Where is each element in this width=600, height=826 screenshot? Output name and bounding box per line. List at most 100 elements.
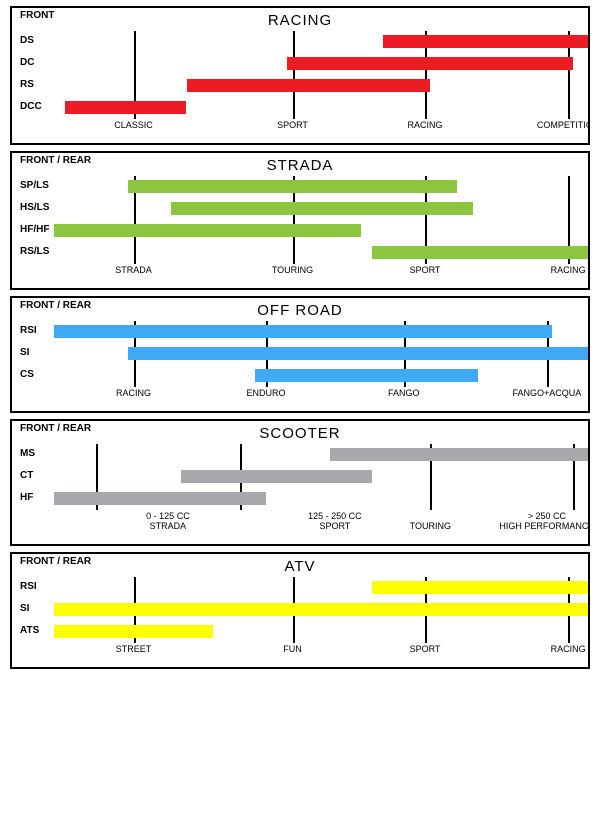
chart-area: MS CT HF0 - 125 CCSTRADA 125 - 250 CCSPORT … bbox=[12, 444, 588, 538]
row-plot bbox=[54, 343, 584, 365]
row-label: CS bbox=[20, 369, 54, 380]
row-plot bbox=[54, 599, 584, 621]
panel-header: FRONT / REAR bbox=[20, 556, 91, 567]
panel-title: OFF ROAD bbox=[12, 302, 588, 319]
chart-row: HS/LS bbox=[12, 198, 588, 220]
x-label: RACING bbox=[407, 121, 442, 131]
bar bbox=[372, 246, 590, 259]
chart-row: SI bbox=[12, 599, 588, 621]
x-label: FANGO+ACQUA bbox=[513, 389, 582, 399]
row-plot bbox=[54, 444, 584, 466]
x-label: SPORT bbox=[410, 266, 441, 276]
chart-area: RSI SI ATS STREET FUN SPORT RACING bbox=[12, 577, 588, 661]
row-plot bbox=[54, 75, 584, 97]
chart-row: CT bbox=[12, 466, 588, 488]
chart-row: DCC bbox=[12, 97, 588, 119]
bar bbox=[128, 347, 590, 360]
panel-header: FRONT / REAR bbox=[20, 300, 91, 311]
chart-area: DS DC RSDCC CLASSIC SPORT RACING COMPETITION bbox=[12, 31, 588, 137]
chart-row: HF/HF bbox=[12, 220, 588, 242]
bar bbox=[255, 369, 478, 382]
chart-row: SI bbox=[12, 343, 588, 365]
chart-row: RSI bbox=[12, 577, 588, 599]
chart-row: DS bbox=[12, 31, 588, 53]
x-axis: CLASSIC SPORT RACING COMPETITION bbox=[12, 121, 588, 137]
row-label: DS bbox=[20, 35, 54, 46]
bar bbox=[330, 448, 590, 461]
row-label: SP/LS bbox=[20, 180, 54, 191]
panel-title: RACING bbox=[12, 12, 588, 29]
x-label: STRADA bbox=[115, 266, 152, 276]
panel-off-road: FRONT / REAROFF ROADRSISICSRACINGENDUROF… bbox=[10, 296, 590, 413]
row-label: RS/LS bbox=[20, 246, 54, 257]
x-label: STREET bbox=[116, 645, 152, 655]
row-plot bbox=[54, 97, 584, 119]
panel-title: STRADA bbox=[12, 157, 588, 174]
bar bbox=[54, 625, 213, 638]
x-label: SPORT bbox=[277, 121, 308, 131]
x-axis: 0 - 125 CCSTRADA 125 - 250 CCSPORT TOURIN… bbox=[12, 512, 588, 538]
panel-title: SCOOTER bbox=[12, 425, 588, 442]
row-plot bbox=[54, 621, 584, 643]
row-plot bbox=[54, 31, 584, 53]
panel-scooter: FRONT / REARSCOOTER MS CT HF0 - 125 CCSTRAD… bbox=[10, 419, 590, 546]
x-label: 125 - 250 CCSPORT bbox=[308, 512, 362, 532]
x-label: CLASSIC bbox=[114, 121, 153, 131]
x-label: RACING bbox=[551, 645, 586, 655]
chart-row: CS bbox=[12, 365, 588, 387]
x-axis: STRADATOURINGSPORTRACING bbox=[12, 266, 588, 282]
chart-row: RS bbox=[12, 75, 588, 97]
row-label: SI bbox=[20, 603, 54, 614]
row-plot bbox=[54, 198, 584, 220]
bar bbox=[54, 603, 590, 616]
row-plot bbox=[54, 242, 584, 264]
panel-header: FRONT / REAR bbox=[20, 423, 91, 434]
row-plot bbox=[54, 220, 584, 242]
row-label: DC bbox=[20, 57, 54, 68]
row-plot bbox=[54, 466, 584, 488]
chart-area: SP/LSHS/LSHF/HFRS/LSSTRADATOURINGSPORTRA… bbox=[12, 176, 588, 282]
row-label: MS bbox=[20, 448, 54, 459]
panel-header: FRONT bbox=[20, 10, 54, 21]
x-label: COMPETITION bbox=[537, 121, 590, 131]
panel-strada: FRONT / REARSTRADASP/LSHS/LSHF/HFRS/LSST… bbox=[10, 151, 590, 290]
x-axis: STREET FUN SPORT RACING bbox=[12, 645, 588, 661]
x-label: SPORT bbox=[410, 645, 441, 655]
chart-row: HF bbox=[12, 488, 588, 510]
row-label: RSI bbox=[20, 325, 54, 336]
x-label: FUN bbox=[283, 645, 302, 655]
x-label: 0 - 125 CCSTRADA bbox=[146, 512, 190, 532]
chart-row: RSI bbox=[12, 321, 588, 343]
bar bbox=[287, 57, 573, 70]
x-label: FANGO bbox=[388, 389, 420, 399]
row-label: CT bbox=[20, 470, 54, 481]
x-label: RACING bbox=[551, 266, 586, 276]
chart-row: RS/LS bbox=[12, 242, 588, 264]
row-plot bbox=[54, 365, 584, 387]
x-label: > 250 CCHIGH PERFORMANCE bbox=[499, 512, 590, 532]
bar bbox=[128, 180, 457, 193]
row-label: HF/HF bbox=[20, 224, 54, 235]
row-label: RSI bbox=[20, 581, 54, 592]
panel-atv: FRONT / REARATV RSI SI ATS STREET FUN SPORT RAC… bbox=[10, 552, 590, 669]
row-plot bbox=[54, 488, 584, 510]
row-plot bbox=[54, 53, 584, 75]
panel-title: ATV bbox=[12, 558, 588, 575]
x-label: RACING bbox=[116, 389, 151, 399]
bar bbox=[54, 325, 552, 338]
bar bbox=[54, 492, 266, 505]
row-label: ATS bbox=[20, 625, 54, 636]
panel-header: FRONT / REAR bbox=[20, 155, 91, 166]
chart-row: DC bbox=[12, 53, 588, 75]
bar bbox=[65, 101, 187, 114]
bar bbox=[181, 470, 372, 483]
bar bbox=[187, 79, 431, 92]
bar bbox=[383, 35, 590, 48]
x-axis: RACINGENDUROFANGOFANGO+ACQUA bbox=[12, 389, 588, 405]
row-label: HS/LS bbox=[20, 202, 54, 213]
bar bbox=[171, 202, 473, 215]
chart-row: SP/LS bbox=[12, 176, 588, 198]
panel-racing: FRONTRACINGDSDCRSDCCCLASSICSPORTRACINGCO… bbox=[10, 6, 590, 145]
x-label: TOURING bbox=[410, 512, 451, 532]
bar bbox=[372, 581, 590, 594]
